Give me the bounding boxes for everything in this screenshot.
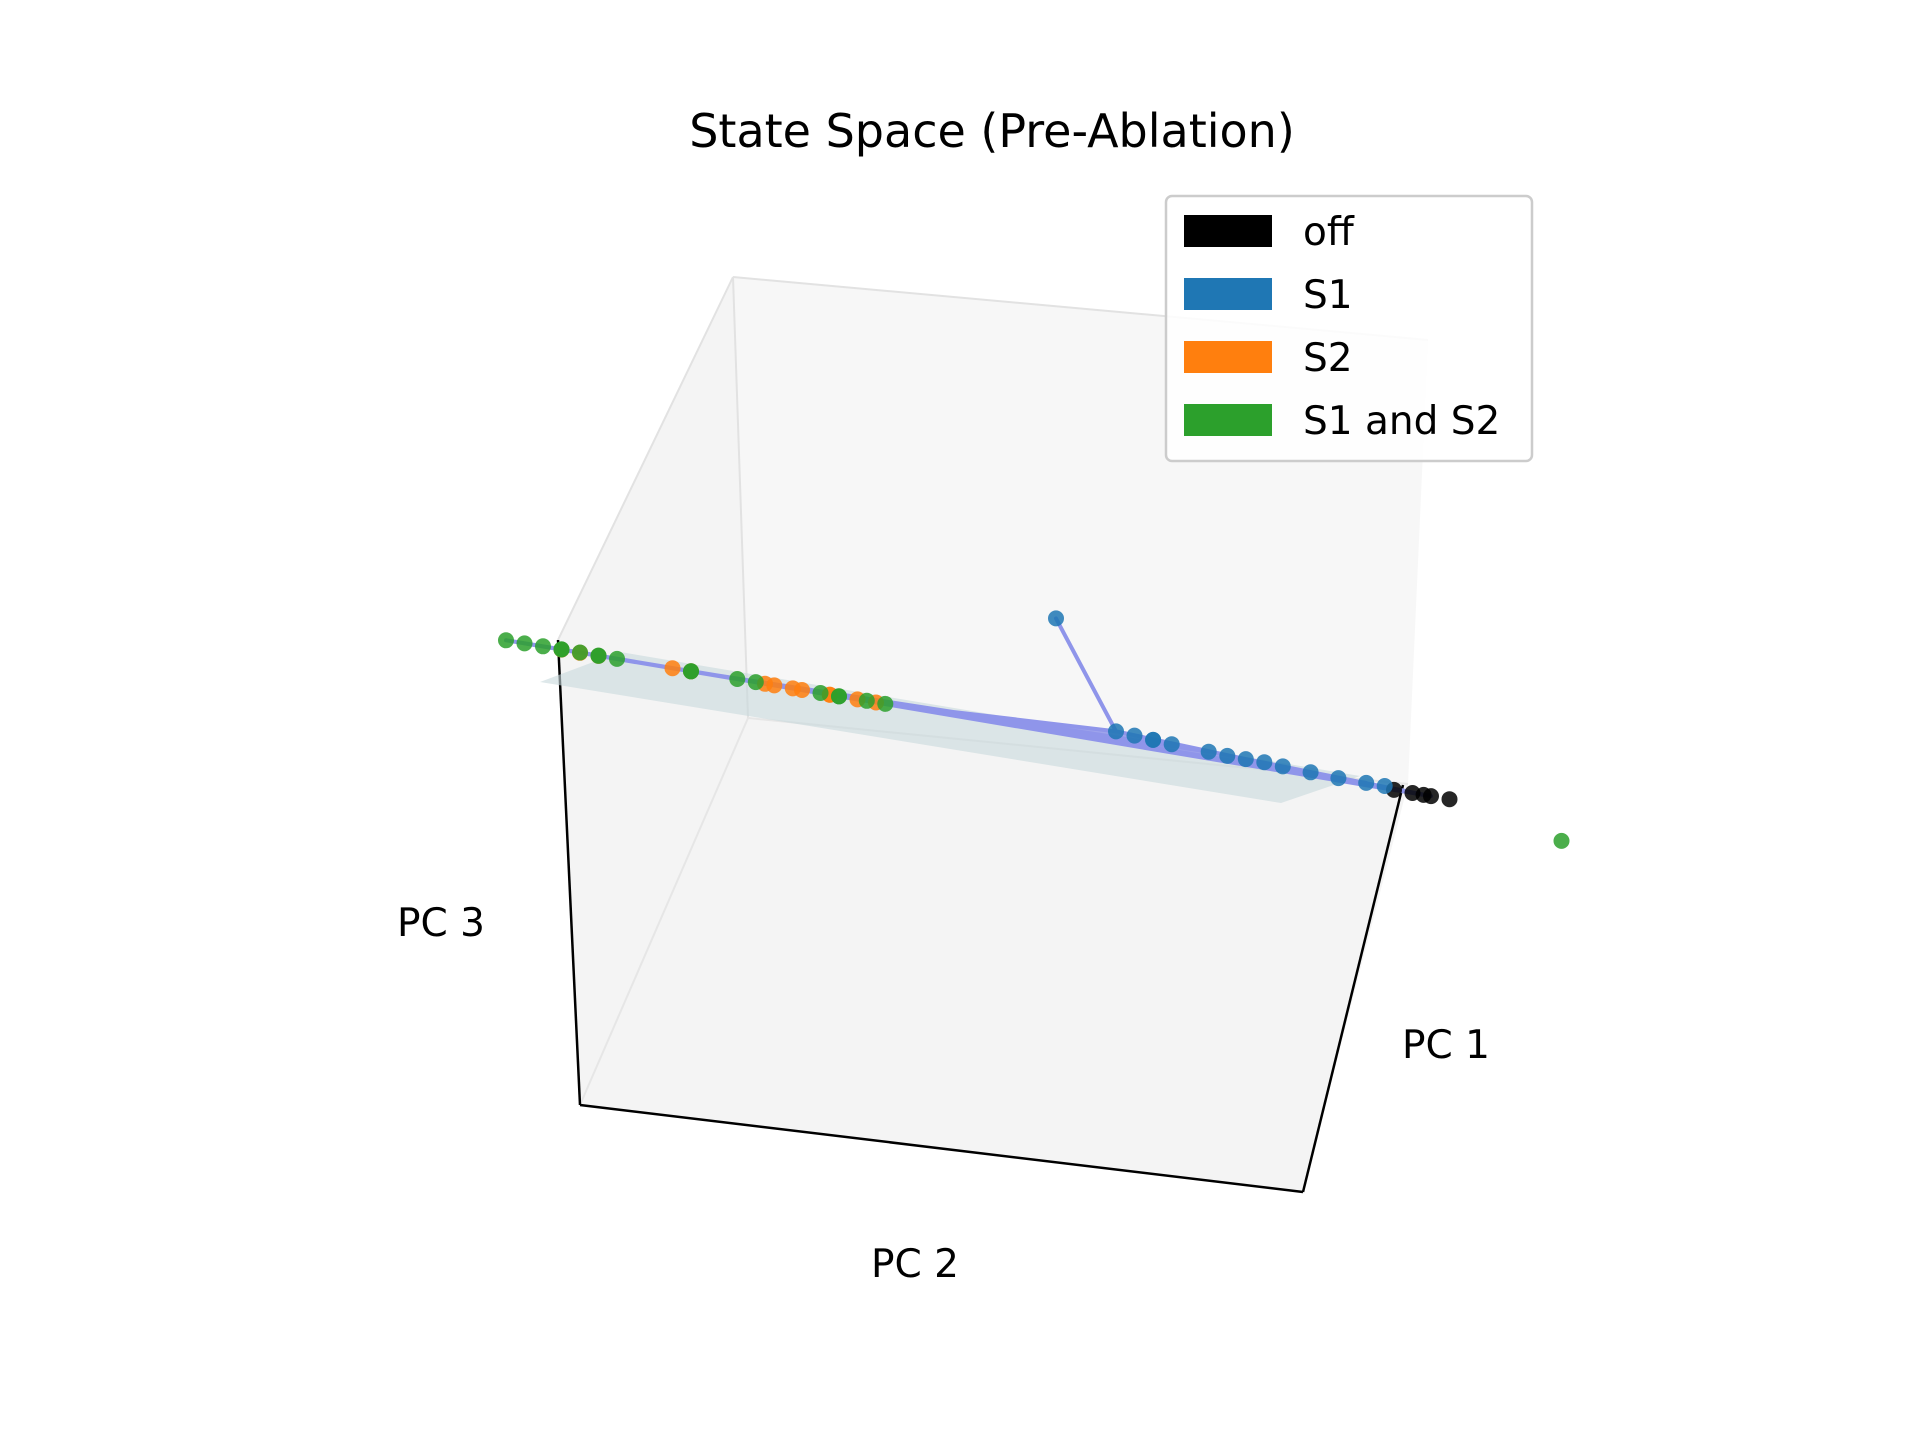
data-point-s1 bbox=[1237, 751, 1254, 768]
data-point-s1 bbox=[1126, 727, 1143, 744]
legend-item-off: off bbox=[1184, 210, 1355, 255]
data-point-s1-and-s2 bbox=[747, 674, 764, 691]
data-point-s1-and-s2 bbox=[858, 692, 875, 709]
z-axis-label: PC 3 bbox=[397, 901, 485, 946]
data-point-s1-and-s2 bbox=[609, 650, 625, 667]
data-point-s1-and-s2 bbox=[729, 671, 746, 687]
legend-swatch bbox=[1184, 341, 1272, 373]
legend-label: S1 and S2 bbox=[1303, 399, 1500, 444]
data-point-s1-and-s2 bbox=[516, 635, 533, 652]
legend-box bbox=[1164, 194, 1534, 463]
data-point-s1 bbox=[1274, 758, 1291, 775]
data-point-s1-and-s2 bbox=[590, 647, 607, 664]
legend-label: S2 bbox=[1303, 336, 1353, 381]
z-axis-line bbox=[556, 639, 582, 1106]
data-point-s1 bbox=[1108, 723, 1124, 740]
data-point-s2 bbox=[664, 660, 681, 677]
x-axis-label: PC 1 bbox=[1402, 1023, 1490, 1068]
data-point-s1-and-s2 bbox=[498, 632, 514, 649]
data-point-s1 bbox=[1358, 774, 1375, 791]
legend-item-s1: S1 bbox=[1184, 273, 1353, 318]
legend-label: S1 bbox=[1303, 273, 1353, 318]
data-point-s1 bbox=[1219, 747, 1236, 764]
legend-swatch bbox=[1184, 278, 1272, 310]
legend-swatch bbox=[1184, 215, 1272, 247]
floor-pane bbox=[580, 718, 1408, 1192]
y-axis-label: PC 2 bbox=[871, 1242, 959, 1287]
data-point-s1 bbox=[1256, 754, 1273, 771]
legend-item-s2: S2 bbox=[1184, 336, 1353, 381]
data-point-s1 bbox=[1302, 764, 1319, 781]
data-point-off bbox=[1441, 791, 1458, 808]
data-point-off bbox=[1415, 786, 1432, 803]
data-point-s1 bbox=[1376, 778, 1393, 794]
points-layer bbox=[498, 610, 1570, 849]
data-point-s1 bbox=[1330, 770, 1347, 787]
data-point-s1 bbox=[1145, 731, 1162, 748]
pane-edge bbox=[732, 276, 749, 719]
legend-item-s1-and-s2: S1 and S2 bbox=[1184, 399, 1500, 444]
data-point-s1-and-s2 bbox=[683, 663, 699, 680]
data-point-s1 bbox=[1163, 736, 1180, 753]
legend: off S1 S2 S1 and S2 bbox=[1164, 194, 1534, 463]
legend-label: off bbox=[1303, 210, 1355, 255]
legend-swatch bbox=[1184, 404, 1272, 436]
data-point-s1-and-s2 bbox=[553, 641, 570, 658]
fit-plane bbox=[540, 652, 1360, 803]
x-axis-line bbox=[1301, 784, 1405, 1193]
data-point-s1-and-s2 bbox=[812, 685, 829, 701]
data-point-s1-and-s2 bbox=[877, 695, 894, 712]
data-point-s1 bbox=[1200, 743, 1217, 760]
data-point-s1-and-s2 bbox=[535, 638, 551, 655]
chart-title: State Space (Pre-Ablation) bbox=[689, 104, 1295, 158]
data-point-s1-and-s2 bbox=[572, 644, 588, 661]
axis-lines bbox=[556, 639, 1405, 1194]
data-point-s1-and-s2 bbox=[831, 688, 847, 705]
y-axis-line bbox=[579, 1103, 1304, 1194]
data-point-s2 bbox=[784, 680, 801, 697]
data-point-s1 bbox=[1048, 610, 1064, 627]
pane-edge bbox=[579, 717, 749, 1106]
pane-edge bbox=[557, 276, 734, 641]
data-point-s1-and-s2 bbox=[1553, 832, 1570, 849]
